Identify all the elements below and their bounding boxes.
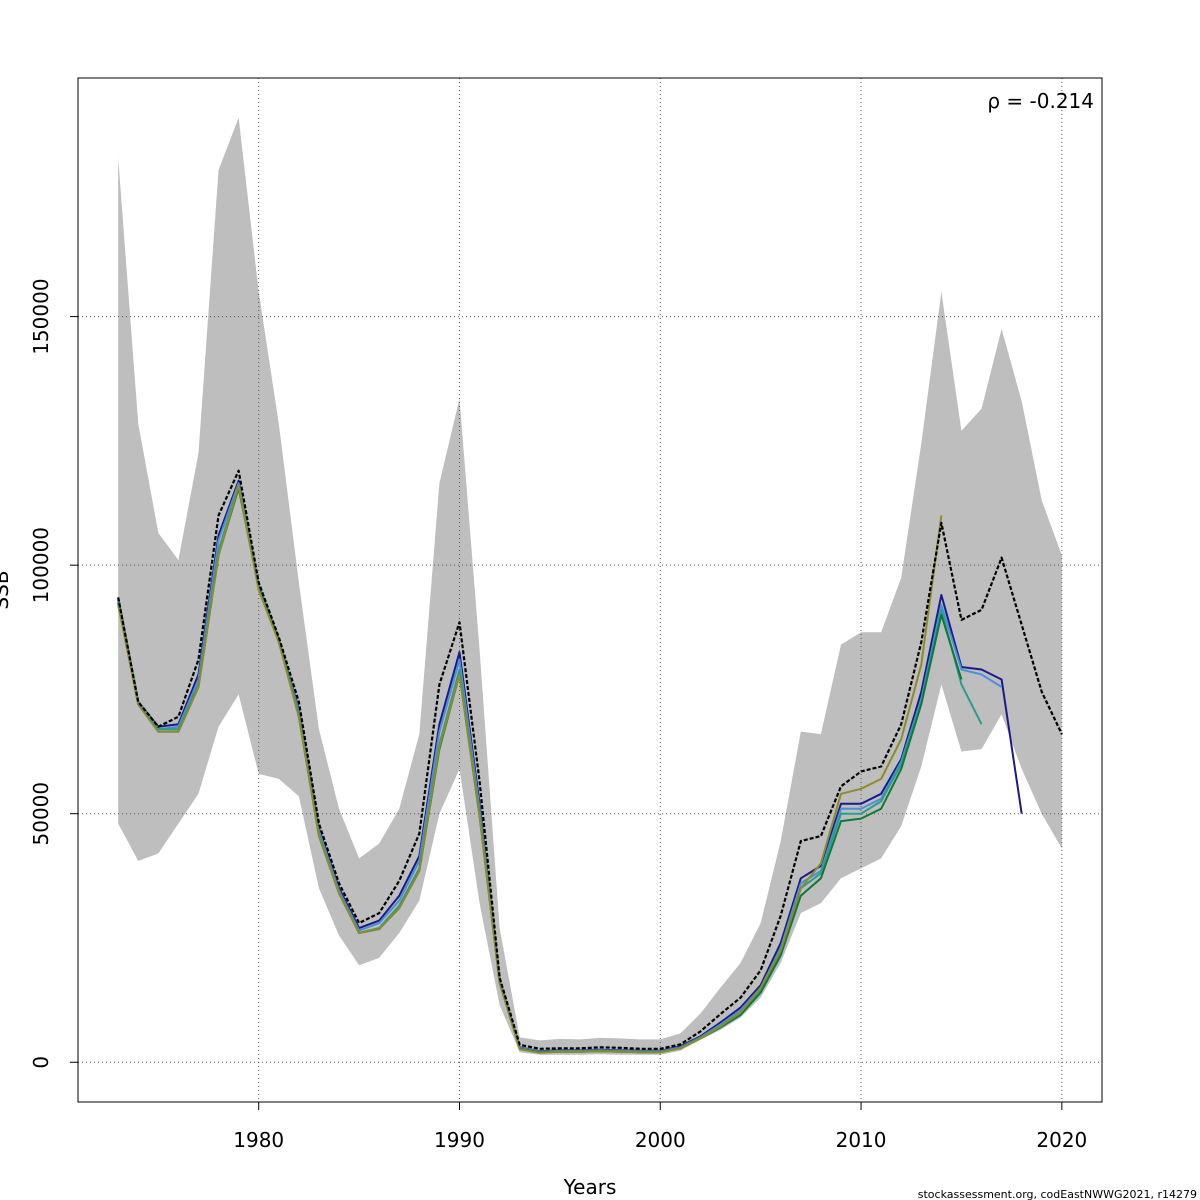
x-tick-label: 1990: [434, 1128, 485, 1152]
confidence-band-layer: [118, 117, 1062, 1055]
credit-text: stockassessment.org, codEastNWWG2021, r1…: [918, 1188, 1197, 1200]
rho-annotation: ρ = -0.214: [987, 89, 1094, 113]
x-axis-title: Years: [563, 1175, 617, 1199]
series-line-0: [117, 469, 1063, 1050]
plot-frame: [77, 77, 1103, 1103]
series-line-5: [117, 484, 943, 1054]
confidence-band: [118, 117, 1062, 1055]
series-layer: [117, 469, 1063, 1054]
x-tick-label: 2000: [635, 1128, 686, 1152]
y-tick-label: 100000: [29, 527, 53, 603]
x-tick-label: 1980: [233, 1128, 284, 1152]
x-tick-label: 2010: [836, 1128, 887, 1152]
y-tick-label: 150000: [29, 278, 53, 354]
y-axis-ticks: 0 50000 100000 150000: [29, 278, 78, 1069]
y-tick-label: 0: [29, 1056, 53, 1069]
x-axis-ticks: 1980 1990 2000 2010 2020: [233, 1102, 1087, 1152]
y-axis-title: SSB: [0, 570, 13, 609]
x-tick-label: 2020: [1036, 1128, 1087, 1152]
y-tick-label: 50000: [29, 782, 53, 846]
